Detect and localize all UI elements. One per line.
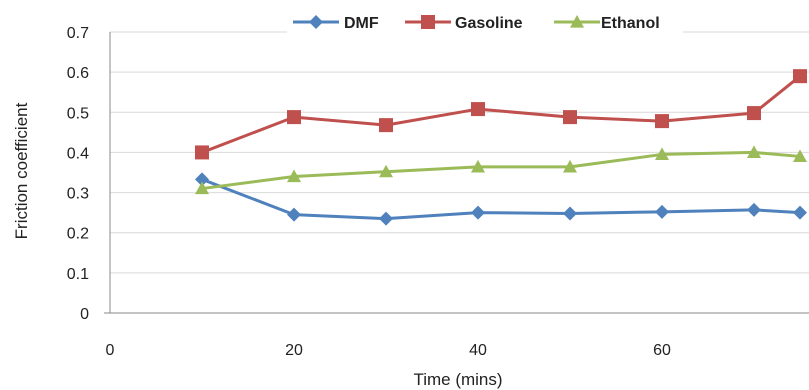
y-tick-label: 0.5: [67, 105, 89, 122]
data-point-gasoline: [747, 106, 761, 121]
data-point-dmf: [655, 204, 669, 219]
data-point-dmf: [195, 172, 209, 187]
x-tick-label: 40: [469, 342, 487, 359]
y-axis-title: Friction coefficient: [12, 102, 31, 239]
series-group: [195, 69, 807, 226]
legend-item-ethanol: Ethanol: [554, 15, 660, 32]
legend-marker-ethanol: [570, 15, 584, 28]
legend: DMF Gasoline Ethanol: [287, 10, 683, 36]
legend-label-gasoline: Gasoline: [455, 15, 523, 32]
data-point-dmf: [793, 205, 807, 220]
data-point-ethanol: [563, 159, 577, 173]
data-point-ethanol: [195, 181, 209, 195]
series-ethanol: [195, 145, 807, 195]
data-point-ethanol: [287, 169, 301, 183]
y-tick-labels: 0 0.1 0.2 0.3 0.4 0.5 0.6 0.7: [67, 25, 89, 323]
y-tick-label: 0.2: [67, 226, 89, 243]
data-point-dmf: [563, 206, 577, 221]
x-tick-label: 0: [106, 342, 115, 359]
data-point-ethanol: [471, 159, 485, 173]
series-gasoline: [195, 69, 807, 160]
legend-item-gasoline: Gasoline: [405, 15, 523, 32]
data-point-ethanol: [379, 164, 393, 178]
x-tick-labels: 0 20 40 60: [106, 342, 671, 359]
y-tick-label: 0: [80, 306, 89, 323]
data-point-dmf: [747, 202, 761, 217]
data-point-gasoline: [655, 114, 669, 129]
data-point-dmf: [287, 207, 301, 222]
data-point-gasoline: [287, 110, 301, 125]
y-tick-label: 0.4: [67, 145, 89, 162]
x-tick-label: 60: [653, 342, 671, 359]
legend-item-dmf: DMF: [293, 15, 379, 32]
data-point-dmf: [379, 211, 393, 226]
data-point-ethanol: [747, 145, 761, 159]
y-tick-label: 0.6: [67, 65, 89, 82]
data-point-ethanol: [655, 147, 669, 161]
legend-label-dmf: DMF: [344, 15, 379, 32]
data-point-dmf: [471, 205, 485, 220]
series-line-gasoline: [201, 74, 801, 154]
series-dmf: [195, 172, 807, 226]
series-line-dmf: [201, 177, 801, 221]
legend-marker-gasoline: [421, 15, 435, 29]
axes: [104, 32, 809, 314]
data-point-gasoline: [195, 145, 209, 160]
legend-label-ethanol: Ethanol: [601, 15, 660, 32]
y-tick-label: 0.3: [67, 186, 89, 203]
data-point-ethanol: [793, 149, 807, 163]
legend-marker-dmf: [309, 15, 323, 29]
data-point-gasoline: [471, 102, 485, 117]
legend-box: [287, 10, 683, 36]
y-tick-label: 0.1: [67, 266, 89, 283]
data-point-gasoline: [563, 110, 577, 125]
y-tick-label: 0.7: [67, 25, 89, 42]
data-point-gasoline: [379, 118, 393, 133]
x-axis-title: Time (mins): [413, 370, 502, 389]
data-point-gasoline: [793, 69, 807, 84]
x-tick-label: 20: [285, 342, 303, 359]
series-line-ethanol: [201, 150, 801, 191]
